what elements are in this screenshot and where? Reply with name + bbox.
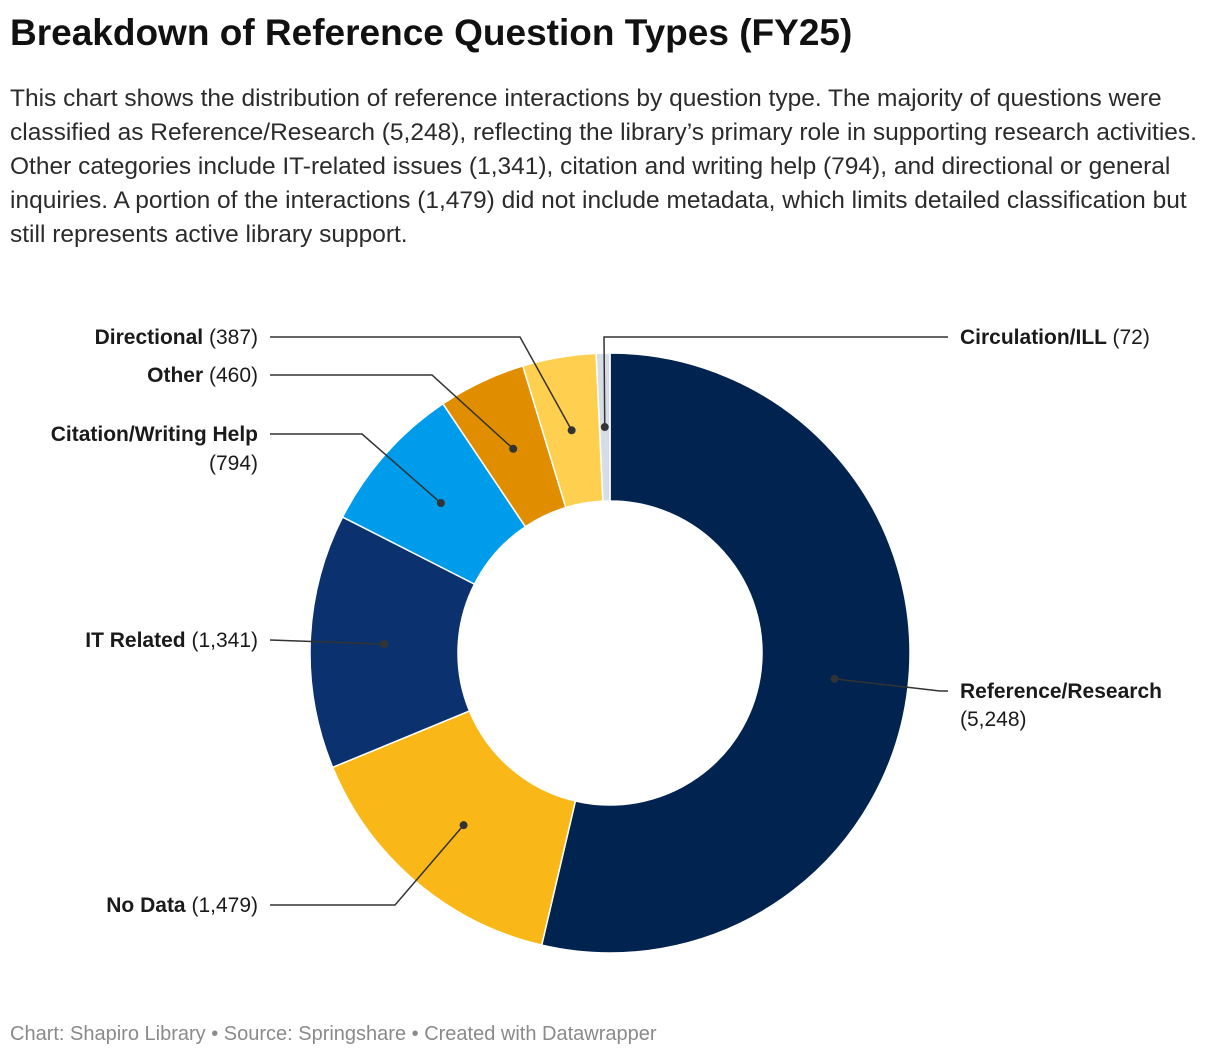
chart-title: Breakdown of Reference Question Types (F…: [10, 12, 853, 53]
slice-label-value: (5,248): [960, 708, 1027, 731]
slice-label-directional: Directional (387): [95, 326, 258, 349]
slice-label-name: Directional: [95, 326, 209, 349]
donut-chart: Reference/Research (5,248) No Data (1,479)…: [51, 326, 1162, 954]
slice-label-value: (1,479): [191, 894, 258, 917]
slice-label-name: No Data: [106, 894, 191, 917]
slice-label-value: (460): [209, 364, 258, 387]
leader-line-it-related: [269, 639, 385, 645]
slice-label-value: (1,341): [191, 629, 258, 652]
slice-label-other: Other (460): [147, 364, 258, 387]
slice-label-reference-research: Reference/Research (5,248): [960, 680, 1162, 731]
slice-it-related: [309, 516, 476, 769]
slice-label-citation-writing-help: Citation/Writing Help (794): [51, 423, 258, 475]
slice-label-circulation-ill: Circulation/ILL (72): [960, 326, 1150, 349]
chart-description: This chart shows the distribution of ref…: [10, 85, 1197, 248]
leader-line-directional: [270, 336, 573, 431]
slice-label-value: (387): [209, 326, 258, 349]
slice-label-value: (72): [1112, 326, 1149, 349]
slice-label-name: Citation/Writing Help: [51, 423, 258, 446]
leader-line-other: [270, 374, 514, 450]
donut-slices: [309, 352, 911, 954]
leader-line-no-data: [270, 824, 465, 906]
chart-footer: Chart: Shapiro Library • Source: Springs…: [10, 1023, 657, 1045]
slice-label-no-data: No Data (1,479): [106, 894, 258, 917]
slice-label-value: (794): [209, 452, 258, 475]
slice-label-name: IT Related: [85, 629, 191, 652]
leader-line-reference-research: [834, 678, 948, 692]
slice-labels: Reference/Research (5,248) No Data (1,479)…: [51, 326, 1162, 917]
slice-reference-research: [540, 352, 911, 954]
slice-label-it-related: IT Related (1,341): [85, 629, 258, 652]
leader-line-circulation-ill: [603, 336, 948, 428]
leader-lines: [269, 336, 948, 906]
slice-label-name: Other: [147, 364, 209, 387]
slice-label-name: Circulation/ILL: [960, 326, 1112, 349]
slice-label-name: Reference/Research: [960, 680, 1162, 703]
slice-no-data: [331, 709, 577, 947]
leader-line-citation-writing-help: [270, 433, 442, 504]
